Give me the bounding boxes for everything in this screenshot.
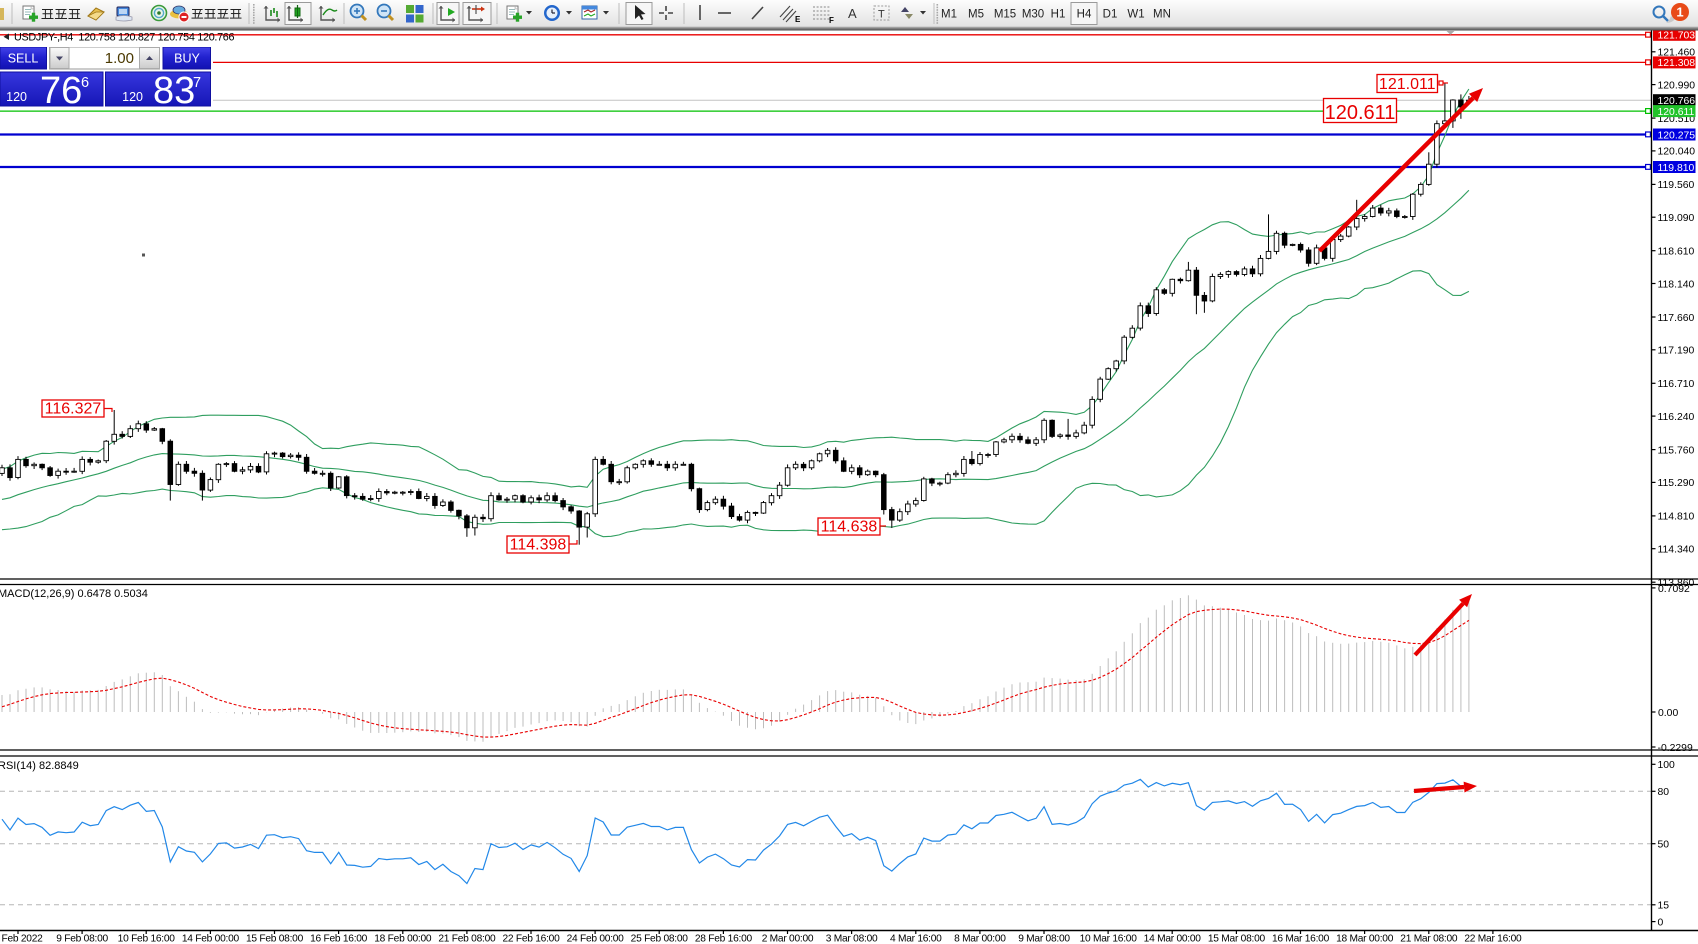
- svg-text:116.710: 116.710: [1658, 379, 1695, 390]
- svg-text:121.011: 121.011: [1379, 76, 1436, 93]
- svg-text:T: T: [878, 9, 885, 21]
- svg-text:H4: H4: [1077, 9, 1092, 21]
- svg-text:22 Mar 16:00: 22 Mar 16:00: [1464, 934, 1522, 944]
- svg-text:4 Mar 16:00: 4 Mar 16:00: [890, 934, 942, 944]
- svg-text:15: 15: [1658, 901, 1670, 912]
- svg-text:120.275: 120.275: [1658, 130, 1696, 141]
- svg-text:119.090: 119.090: [1658, 213, 1695, 224]
- svg-text:115.290: 115.290: [1658, 478, 1695, 489]
- svg-text:120: 120: [122, 90, 143, 104]
- svg-text:119.560: 119.560: [1658, 180, 1695, 191]
- svg-text:114.638: 114.638: [821, 519, 878, 536]
- svg-text:18 Mar 00:00: 18 Mar 00:00: [1336, 934, 1394, 944]
- svg-text:83: 83: [153, 70, 195, 107]
- svg-text:1.00: 1.00: [105, 50, 134, 67]
- svg-text:119.810: 119.810: [1658, 163, 1695, 174]
- svg-text:120.766: 120.766: [1658, 96, 1696, 107]
- svg-text:120.611: 120.611: [1658, 107, 1695, 118]
- svg-text:21 Feb 08:00: 21 Feb 08:00: [438, 934, 496, 944]
- svg-text:M15: M15: [994, 9, 1016, 21]
- svg-text:120.040: 120.040: [1658, 147, 1696, 158]
- svg-text:RSI(14) 82.8849: RSI(14) 82.8849: [0, 760, 79, 772]
- svg-text:28 Feb 16:00: 28 Feb 16:00: [695, 934, 753, 944]
- svg-text:9 Mar 08:00: 9 Mar 08:00: [1018, 934, 1070, 944]
- svg-text:0: 0: [1658, 917, 1664, 928]
- svg-text:16 Mar 16:00: 16 Mar 16:00: [1272, 934, 1330, 944]
- svg-text:120.510: 120.510: [1658, 114, 1696, 125]
- svg-text:118.610: 118.610: [1658, 247, 1695, 258]
- svg-text:2 Mar 00:00: 2 Mar 00:00: [762, 934, 814, 944]
- svg-text:MACD(12,26,9) 0.6478 0.5034: MACD(12,26,9) 0.6478 0.5034: [0, 588, 148, 600]
- svg-text:80: 80: [1658, 787, 1670, 798]
- svg-text:8 Feb 2022: 8 Feb 2022: [0, 934, 43, 944]
- svg-text:-0.2299: -0.2299: [1658, 743, 1693, 754]
- svg-text:100: 100: [1658, 760, 1676, 771]
- svg-text:15 Feb 08:00: 15 Feb 08:00: [246, 934, 304, 944]
- svg-text:121.460: 121.460: [1658, 48, 1696, 59]
- svg-text:14 Mar 00:00: 14 Mar 00:00: [1144, 934, 1202, 944]
- svg-text:3 Mar 08:00: 3 Mar 08:00: [826, 934, 878, 944]
- svg-text:120: 120: [6, 90, 27, 104]
- svg-text:7: 7: [193, 75, 201, 91]
- svg-text:121.703: 121.703: [1658, 31, 1696, 42]
- svg-text:14 Feb 00:00: 14 Feb 00:00: [182, 934, 240, 944]
- svg-text:114.398: 114.398: [510, 537, 567, 554]
- svg-text:M5: M5: [968, 9, 984, 21]
- svg-text:E: E: [795, 15, 801, 24]
- svg-text:F: F: [829, 16, 834, 25]
- svg-text:16 Feb 16:00: 16 Feb 16:00: [310, 934, 368, 944]
- svg-text:18 Feb 00:00: 18 Feb 00:00: [374, 934, 432, 944]
- svg-text:24 Feb 00:00: 24 Feb 00:00: [567, 934, 625, 944]
- svg-text:118.140: 118.140: [1658, 279, 1695, 290]
- svg-text:10 Mar 16:00: 10 Mar 16:00: [1080, 934, 1138, 944]
- svg-text:USDJPY-,H4 120.758 120.827 12: USDJPY-,H4 120.758 120.827 120.754 120.7…: [14, 32, 235, 44]
- svg-text:21 Mar 08:00: 21 Mar 08:00: [1400, 934, 1458, 944]
- svg-text:117.190: 117.190: [1658, 346, 1695, 357]
- svg-text:117.660: 117.660: [1658, 313, 1695, 324]
- svg-text:W1: W1: [1127, 9, 1144, 21]
- svg-text:25 Feb 08:00: 25 Feb 08:00: [631, 934, 689, 944]
- svg-text:76: 76: [40, 70, 82, 107]
- svg-text:A: A: [848, 6, 857, 21]
- svg-text:121.308: 121.308: [1658, 58, 1696, 69]
- svg-text:0.7092: 0.7092: [1658, 584, 1690, 595]
- svg-text:116.327: 116.327: [45, 401, 102, 418]
- svg-text:22 Feb 16:00: 22 Feb 16:00: [502, 934, 560, 944]
- svg-text:H1: H1: [1051, 9, 1066, 21]
- svg-text:D1: D1: [1103, 9, 1118, 21]
- svg-text:8 Mar 00:00: 8 Mar 00:00: [954, 934, 1006, 944]
- svg-text:9 Feb 08:00: 9 Feb 08:00: [56, 934, 108, 944]
- svg-text:10 Feb 16:00: 10 Feb 16:00: [118, 934, 176, 944]
- svg-text:0.00: 0.00: [1658, 708, 1678, 719]
- svg-text:15 Mar 08:00: 15 Mar 08:00: [1208, 934, 1266, 944]
- svg-text:6: 6: [81, 75, 89, 91]
- svg-text:120.611: 120.611: [1325, 102, 1396, 124]
- svg-text:115.760: 115.760: [1658, 445, 1695, 456]
- svg-text:114.810: 114.810: [1658, 512, 1695, 523]
- svg-text:BUY: BUY: [174, 52, 200, 66]
- svg-text:116.240: 116.240: [1658, 412, 1695, 423]
- svg-text:50: 50: [1658, 840, 1670, 851]
- svg-text:1: 1: [1676, 5, 1683, 20]
- svg-text:114.340: 114.340: [1658, 545, 1695, 556]
- svg-text:SELL: SELL: [8, 52, 39, 66]
- svg-text:120.990: 120.990: [1658, 80, 1696, 91]
- svg-text:MN: MN: [1153, 9, 1171, 21]
- svg-text:113.860: 113.860: [1658, 578, 1695, 589]
- svg-text:M1: M1: [941, 9, 957, 21]
- svg-text:M30: M30: [1022, 9, 1044, 21]
